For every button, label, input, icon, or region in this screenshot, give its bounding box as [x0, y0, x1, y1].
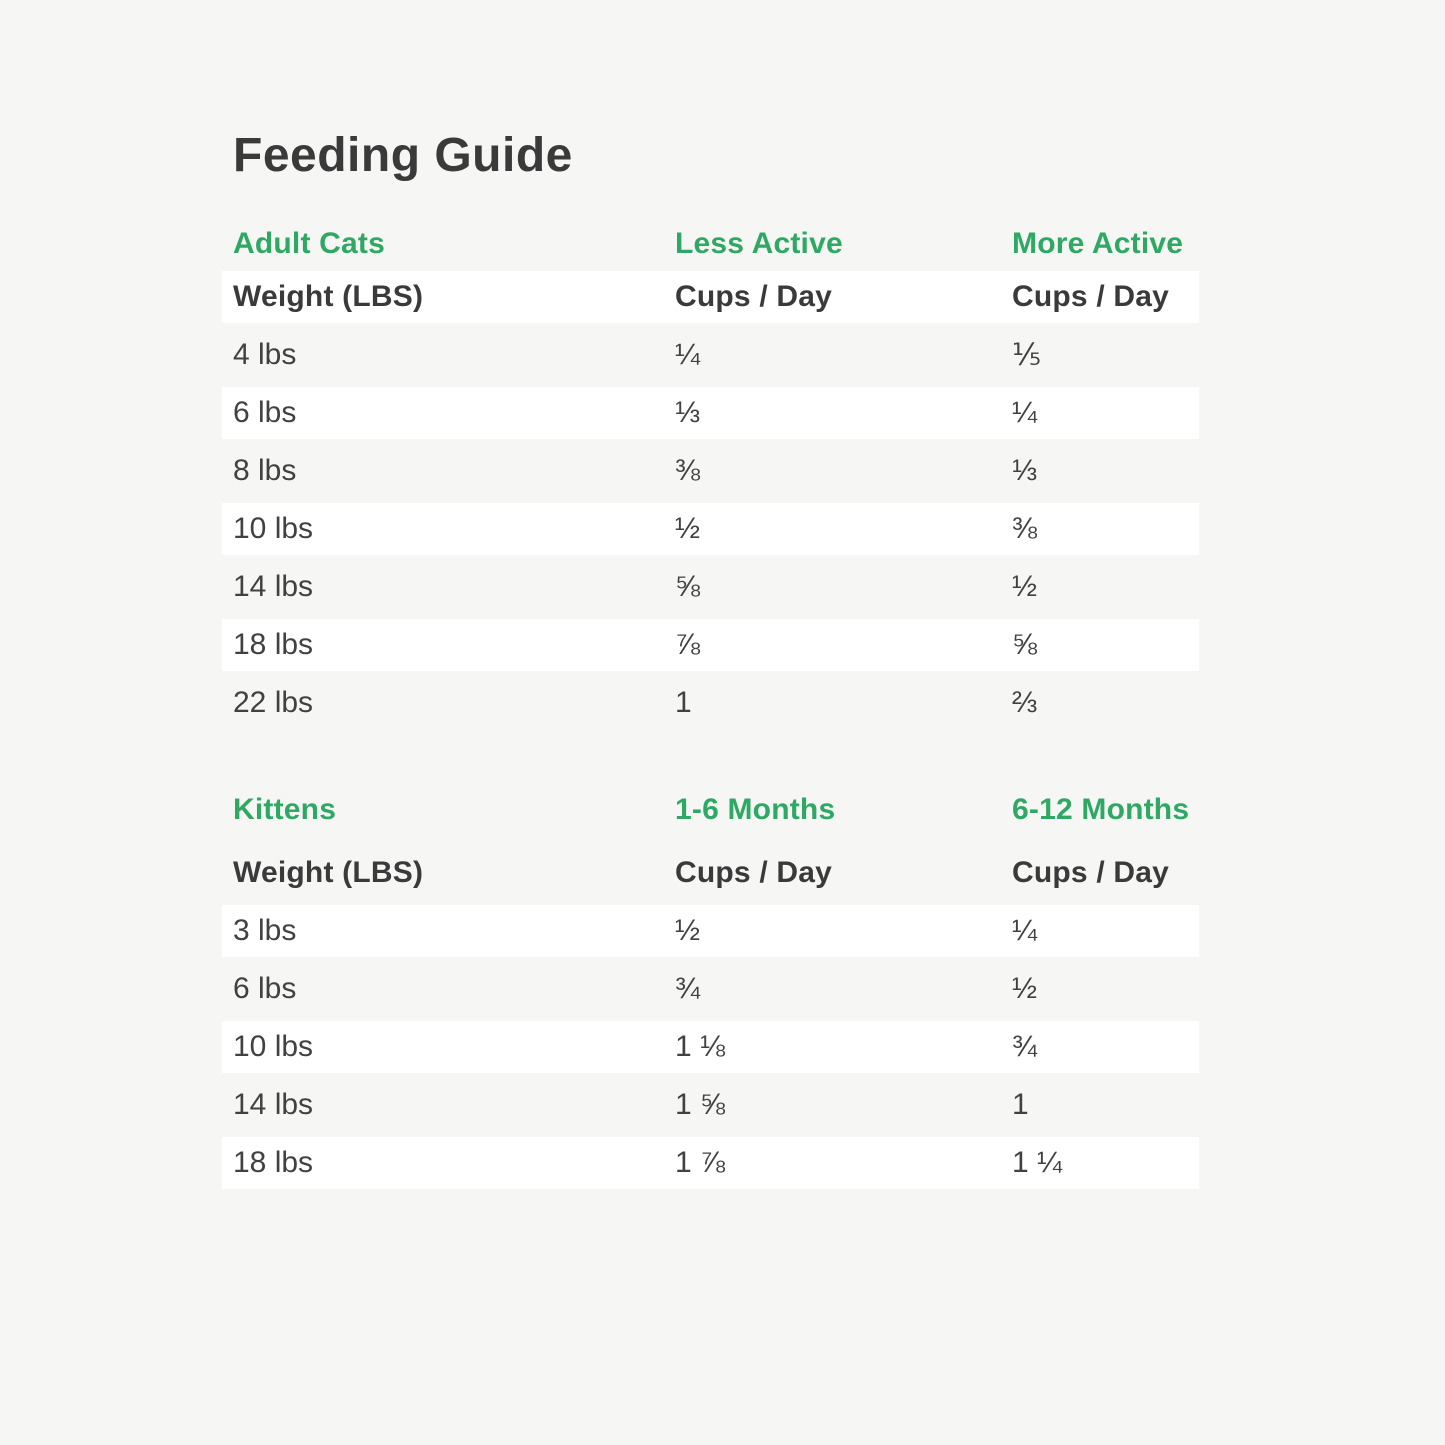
- weight-cell: 8 lbs: [233, 454, 297, 487]
- table-row: 18 lbs ⅞ ⅝: [222, 616, 1199, 674]
- cups-1-6-months-cell: 1 ⅛: [675, 1030, 726, 1063]
- less-active-cell: 1: [675, 686, 692, 719]
- header-weight: Weight (LBS): [233, 856, 424, 889]
- header-cups-per-day-less-active: Cups / Day: [675, 280, 833, 313]
- table-row: 8 lbs ⅜ ⅓: [222, 442, 1199, 500]
- feeding-guide-content: Feeding Guide Adult Cats Less Active Mor…: [222, 130, 1199, 1192]
- weight-cell: 6 lbs: [233, 972, 297, 1005]
- table-row: 6 lbs ¾ ½: [222, 960, 1199, 1018]
- page-title: Feeding Guide: [233, 129, 573, 182]
- cups-1-6-months-cell: 1 ⅞: [675, 1146, 726, 1179]
- table-row: 14 lbs 1 ⅝ 1: [222, 1076, 1199, 1134]
- weight-cell: 6 lbs: [233, 396, 297, 429]
- cups-6-12-months-cell: 1: [1012, 1088, 1029, 1121]
- header-weight: Weight (LBS): [233, 280, 424, 313]
- weight-cell: 22 lbs: [233, 686, 314, 719]
- weight-cell: 18 lbs: [233, 628, 314, 661]
- more-active-cell: ⅝: [1012, 628, 1038, 661]
- kittens-table: Kittens 1-6 Months 6-12 Months Weight (L…: [222, 790, 1199, 1192]
- cups-6-12-months-cell: ¾: [1012, 1030, 1038, 1063]
- adult-cats-section-header: Adult Cats Less Active More Active: [222, 224, 1199, 264]
- column-label-more-active: More Active: [1012, 227, 1184, 260]
- table-row: 6 lbs ⅓ ¼: [222, 384, 1199, 442]
- header-cups-per-day-more-active: Cups / Day: [1012, 280, 1170, 313]
- table-row: 22 lbs 1 ⅔: [222, 674, 1199, 732]
- column-label-1-6-months: 1-6 Months: [675, 793, 836, 826]
- table-row: 10 lbs 1 ⅛ ¾: [222, 1018, 1199, 1076]
- kittens-header-row: Weight (LBS) Cups / Day Cups / Day: [222, 844, 1199, 902]
- less-active-cell: ¼: [675, 338, 701, 371]
- adult-cats-table: Adult Cats Less Active More Active Weigh…: [222, 224, 1199, 732]
- weight-cell: 18 lbs: [233, 1146, 314, 1179]
- more-active-cell: ⅕: [1012, 338, 1042, 372]
- more-active-cell: ⅜: [1012, 512, 1038, 545]
- table-row: 18 lbs 1 ⅞ 1 ¼: [222, 1134, 1199, 1192]
- more-active-cell: ½: [1012, 570, 1038, 603]
- weight-cell: 4 lbs: [233, 338, 297, 371]
- table-row: 4 lbs ¼ ⅕: [222, 326, 1199, 384]
- column-label-6-12-months: 6-12 Months: [1012, 793, 1190, 826]
- weight-cell: 10 lbs: [233, 1030, 314, 1063]
- more-active-cell: ¼: [1012, 396, 1038, 429]
- more-active-cell: ⅔: [1012, 686, 1038, 719]
- cups-1-6-months-cell: ¾: [675, 972, 701, 1005]
- table-row: 14 lbs ⅝ ½: [222, 558, 1199, 616]
- kittens-section-header: Kittens 1-6 Months 6-12 Months: [222, 790, 1199, 830]
- less-active-cell: ⅜: [675, 454, 701, 487]
- adult-cats-header-row: Weight (LBS) Cups / Day Cups / Day: [222, 268, 1199, 326]
- table-row: 10 lbs ½ ⅜: [222, 500, 1199, 558]
- more-active-cell: ⅓: [1012, 454, 1038, 487]
- weight-cell: 10 lbs: [233, 512, 314, 545]
- section-label-adult-cats: Adult Cats: [233, 227, 385, 260]
- less-active-cell: ½: [675, 512, 701, 545]
- less-active-cell: ⅞: [675, 628, 701, 661]
- cups-1-6-months-cell: ½: [675, 914, 701, 947]
- section-label-kittens: Kittens: [233, 793, 337, 826]
- header-cups-per-day-6-12-months: Cups / Day: [1012, 856, 1170, 889]
- weight-cell: 3 lbs: [233, 914, 297, 947]
- header-cups-per-day-1-6-months: Cups / Day: [675, 856, 833, 889]
- less-active-cell: ⅓: [675, 396, 701, 429]
- column-label-less-active: Less Active: [675, 227, 843, 260]
- table-row: 3 lbs ½ ¼: [222, 902, 1199, 960]
- weight-cell: 14 lbs: [233, 570, 314, 603]
- cups-1-6-months-cell: 1 ⅝: [675, 1088, 726, 1121]
- weight-cell: 14 lbs: [233, 1088, 314, 1121]
- less-active-cell: ⅝: [675, 570, 701, 603]
- cups-6-12-months-cell: ¼: [1012, 914, 1038, 947]
- cups-6-12-months-cell: ½: [1012, 972, 1038, 1005]
- cups-6-12-months-cell: 1 ¼: [1012, 1146, 1063, 1179]
